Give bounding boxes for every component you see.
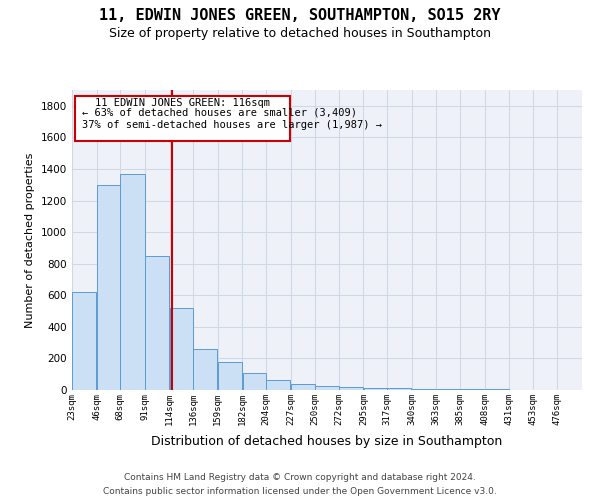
Bar — [72, 292, 97, 390]
Bar — [218, 362, 242, 390]
Bar — [193, 349, 217, 390]
Bar — [291, 384, 315, 390]
Bar — [145, 256, 169, 390]
Text: 11, EDWIN JONES GREEN, SOUTHAMPTON, SO15 2RY: 11, EDWIN JONES GREEN, SOUTHAMPTON, SO15… — [99, 8, 501, 22]
FancyBboxPatch shape — [75, 96, 290, 140]
Bar — [437, 389, 460, 390]
Bar — [266, 380, 290, 390]
Text: Contains public sector information licensed under the Open Government Licence v3: Contains public sector information licen… — [103, 488, 497, 496]
Bar — [364, 388, 387, 390]
Bar — [316, 386, 338, 390]
Bar — [460, 389, 484, 390]
Text: ← 63% of detached houses are smaller (3,409): ← 63% of detached houses are smaller (3,… — [82, 108, 356, 118]
Bar — [412, 388, 436, 390]
Text: Distribution of detached houses by size in Southampton: Distribution of detached houses by size … — [151, 435, 503, 448]
Bar — [170, 308, 193, 390]
Bar — [339, 387, 363, 390]
Text: Size of property relative to detached houses in Southampton: Size of property relative to detached ho… — [109, 28, 491, 40]
Bar — [121, 174, 145, 390]
Text: Contains HM Land Registry data © Crown copyright and database right 2024.: Contains HM Land Registry data © Crown c… — [124, 472, 476, 482]
Y-axis label: Number of detached properties: Number of detached properties — [25, 152, 35, 328]
Bar — [242, 374, 266, 390]
Text: 11 EDWIN JONES GREEN: 116sqm: 11 EDWIN JONES GREEN: 116sqm — [95, 98, 270, 108]
Text: 37% of semi-detached houses are larger (1,987) →: 37% of semi-detached houses are larger (… — [82, 120, 382, 130]
Bar — [97, 184, 120, 390]
Bar — [387, 388, 412, 390]
